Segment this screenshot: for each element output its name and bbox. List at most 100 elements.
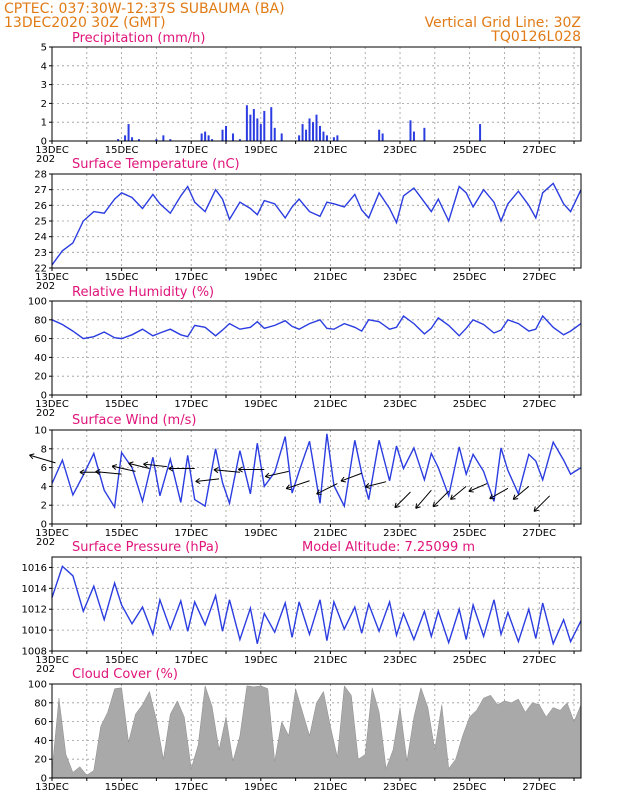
temperature-series-line [51,182,582,266]
x-tick-label: 15DEC [105,782,139,793]
wind-vector [112,465,136,472]
wind-panel: 0 2 4 6 8 10 13DEC 15DEC 17DEC 19DEC 21DEC 23DEC 25D… [29,413,582,548]
wind-vector-head [79,469,85,476]
y-tick-label: 4 [41,61,47,72]
x-tick-label: 19DEC [244,272,278,283]
y-tick-label: 0 [41,774,47,785]
cloud-cover-title: Cloud Cover (%) [72,667,178,682]
wind-vector [143,463,167,468]
wind-vector [340,472,362,482]
y-tick-label: 5 [41,43,47,54]
precip-bar [252,109,255,141]
x-tick-label: 25DEC [453,272,487,283]
x-tick-label: 13DEC [35,655,69,666]
wind-vector-head [213,467,219,474]
y-tick-label: 1008 [22,647,47,658]
x-tick-label: 15DEC [105,272,139,283]
precip-bar [131,137,134,141]
x-tick-label: 25DEC [453,655,487,666]
x-tick-label: 27DEC [522,655,556,666]
x-tick-label: 17DEC [174,782,208,793]
wind-vector-head [450,494,456,500]
precipitation-title: Precipitation (mm/h) [72,31,205,46]
wind-vector [213,469,240,473]
y-tick-label: 24 [34,232,47,243]
x-tick-label: 23DEC [383,399,417,410]
year-stub: 202 [36,537,55,548]
precip-bar [298,135,301,141]
wind-vector-head [168,465,174,472]
x-tick-label: 25DEC [453,782,487,793]
precip-bar [245,105,248,141]
x-tick-label: 15DEC [105,655,139,666]
wind-vector [512,486,530,500]
temperature-panel: 22 23 24 25 26 27 28 13DEC 15DEC 17DEC 19DEC 21DEC 2… [34,157,582,292]
y-tick-label: 60 [34,717,47,728]
x-tick-label: 13DEC [35,399,69,410]
y-tick-label: 0 [41,520,47,531]
wind-vector-head [264,472,271,479]
wind-vector [128,462,150,470]
wind-vector [468,483,488,492]
precip-bar [211,139,214,141]
precip-bar [124,135,127,141]
temperature-title: Surface Temperature (nC) [72,157,240,172]
year-stub: 202 [36,154,55,165]
year-stub: 202 [36,408,55,419]
y-tick-label: 100 [28,680,47,691]
year-stub: 202 [36,281,55,292]
x-tick-label: 17DEC [174,399,208,410]
x-tick-label: 19DEC [244,655,278,666]
x-tick-label: 15DEC [105,399,139,410]
wind-vector-head [29,453,35,460]
wind-vector-head [364,483,371,489]
humidity-series-line [51,314,582,340]
y-tick-label: 2 [41,99,47,110]
y-tick-label: 25 [34,217,47,228]
y-tick-label: 27 [34,185,47,196]
y-tick-label: 22 [34,264,47,275]
y-tick-label: 28 [34,170,47,181]
x-tick-label: 19DEC [244,782,278,793]
precip-bar [238,139,241,141]
x-tick-label: 17DEC [174,145,208,156]
y-tick-label: 20 [34,372,47,383]
x-tick-label: 23DEC [383,145,417,156]
wind-vector-head [238,466,243,473]
y-tick-label: 0 [41,391,47,402]
wind-vector [394,491,411,508]
precip-bar [409,120,412,141]
x-tick-label: 13DEC [35,145,69,156]
header-model: TQ0126L028 [490,29,581,45]
y-tick-label: 3 [41,80,47,91]
x-tick-label: 21DEC [314,655,348,666]
x-tick-label: 25DEC [453,399,487,410]
y-tick-label: 6 [41,463,47,474]
plot-frame [51,429,582,525]
precip-bar [305,129,308,141]
x-tick-label: 21DEC [314,528,348,539]
x-tick-label: 17DEC [174,655,208,666]
precip-bar [479,124,482,141]
wind-vector [533,495,551,512]
precip-bar [332,137,335,141]
x-tick-label: 15DEC [105,528,139,539]
precip-bar [249,114,252,141]
x-tick-label: 27DEC [522,145,556,156]
header-date: 13DEC2020 30Z (GMT) [4,15,166,31]
precip-bar [423,127,426,141]
wind-vector [95,471,122,475]
precip-bar [221,129,224,141]
wind-vector-head [111,464,118,470]
x-tick-label: 21DEC [314,272,348,283]
x-tick-label: 21DEC [314,399,348,410]
wind-vector-head [340,476,346,483]
y-tick-label: 60 [34,334,47,345]
year-stub: 202 [36,664,55,675]
plot-frame [51,556,582,652]
y-tick-label: 40 [34,353,47,364]
precip-bar [138,139,141,141]
precip-bar [162,135,165,141]
precip-bar [200,133,203,141]
precip-bar [318,125,321,141]
